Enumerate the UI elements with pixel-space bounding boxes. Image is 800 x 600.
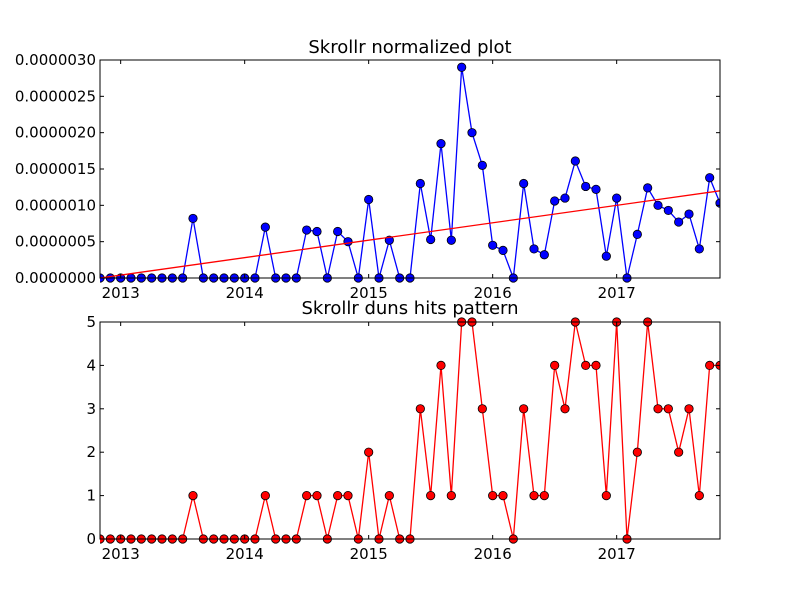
plot-frame (99, 59, 721, 279)
data-point (550, 360, 560, 370)
data-point (663, 404, 673, 414)
data-point (384, 490, 394, 501)
data-point (591, 184, 601, 194)
data-point (312, 490, 322, 501)
data-point (302, 225, 312, 235)
data-point (488, 490, 498, 501)
data-point (436, 360, 446, 370)
data-point (539, 250, 549, 260)
data-point (705, 173, 715, 183)
data-point (333, 226, 343, 237)
data-point (539, 490, 549, 501)
data-point (312, 226, 322, 237)
data-point (643, 183, 653, 193)
plot-frame (99, 321, 721, 540)
data-point (364, 194, 374, 205)
data-point (684, 404, 694, 414)
data-point (477, 160, 487, 170)
data-point (684, 209, 694, 219)
data-point (581, 360, 591, 370)
data-point (529, 490, 539, 501)
data-point (601, 490, 611, 501)
data-point (426, 490, 436, 501)
data-point (529, 244, 539, 254)
data-point (694, 490, 704, 501)
data-point (467, 128, 477, 138)
data-point (570, 156, 580, 166)
x-tick-label: 2013 (102, 545, 140, 563)
data-point (601, 251, 611, 261)
x-tick-label: 2016 (474, 284, 512, 302)
data-point (705, 360, 715, 370)
x-tick-label: 2014 (226, 284, 264, 302)
y-tick-label: 3 (86, 400, 96, 418)
data-point (488, 240, 498, 250)
data-point (519, 178, 529, 189)
data-point (343, 237, 353, 247)
y-tick-label: 0.0000000 (15, 269, 96, 287)
data-point (560, 193, 570, 203)
y-tick-label: 5 (86, 313, 96, 331)
y-tick-label: 0.0000020 (15, 124, 96, 142)
data-point (560, 404, 570, 414)
data-point (188, 213, 198, 224)
y-tick-label: 1 (86, 487, 96, 505)
y-tick-label: 0.0000010 (15, 196, 96, 214)
data-point (498, 490, 508, 501)
y-tick-label: 0.0000015 (15, 160, 96, 178)
trend-line (100, 190, 720, 279)
data-point (632, 229, 642, 239)
data-point (302, 490, 312, 501)
data-point (653, 200, 663, 210)
data-point (333, 490, 343, 501)
data-point (663, 205, 673, 216)
data-point (694, 244, 704, 254)
axis-ticks: 0 1 2 3 4 5 2013 2014 2015 2016 2017 (86, 313, 720, 563)
y-tick-label: 0.0000025 (15, 87, 96, 105)
data-point (415, 178, 425, 189)
data-point (343, 490, 353, 501)
x-tick-label: 2017 (598, 545, 636, 563)
axis-ticks: 0.0000000 0.0000005 0.0000010 0.0000015 0.00… (15, 51, 720, 302)
data-point (436, 138, 446, 149)
data-point (498, 245, 508, 255)
x-tick-label: 2014 (226, 545, 264, 563)
x-tick-label: 2017 (598, 284, 636, 302)
x-tick-label: 2015 (350, 284, 388, 302)
data-point (674, 447, 684, 457)
y-tick-label: 0.0000005 (15, 233, 96, 251)
x-tick-label: 2015 (350, 545, 388, 563)
data-point (632, 447, 642, 457)
x-tick-label: 2013 (102, 284, 140, 302)
y-tick-label: 0.0000030 (15, 51, 96, 69)
data-point (260, 222, 270, 232)
y-tick-label: 2 (86, 443, 96, 461)
chart-title: Skrollr duns hits pattern (301, 298, 518, 319)
y-tick-label: 0 (86, 530, 96, 548)
data-point (477, 404, 487, 414)
data-point (446, 490, 456, 501)
data-point (260, 490, 270, 501)
data-point (653, 404, 663, 414)
data-point (188, 490, 198, 501)
chart-title: Skrollr normalized plot (308, 37, 511, 58)
data-point (426, 234, 436, 245)
data-point (415, 404, 425, 414)
data-point (446, 235, 456, 245)
data-point (612, 193, 622, 203)
data-point (364, 447, 374, 457)
data-point (519, 404, 529, 414)
normalized-plot: Skrollr normalized plot 0.00000000.00000… (15, 37, 721, 302)
duns-hits-plot: Skrollr duns hits pattern 0 1 2 3 4 5 2013 2014… (86, 298, 721, 563)
data-point (591, 360, 601, 370)
x-tick-label: 2016 (474, 545, 512, 563)
y-tick-label: 4 (86, 356, 96, 374)
data-point (674, 217, 684, 227)
data-point (581, 181, 591, 192)
data-point (550, 196, 560, 206)
data-point (457, 62, 467, 72)
